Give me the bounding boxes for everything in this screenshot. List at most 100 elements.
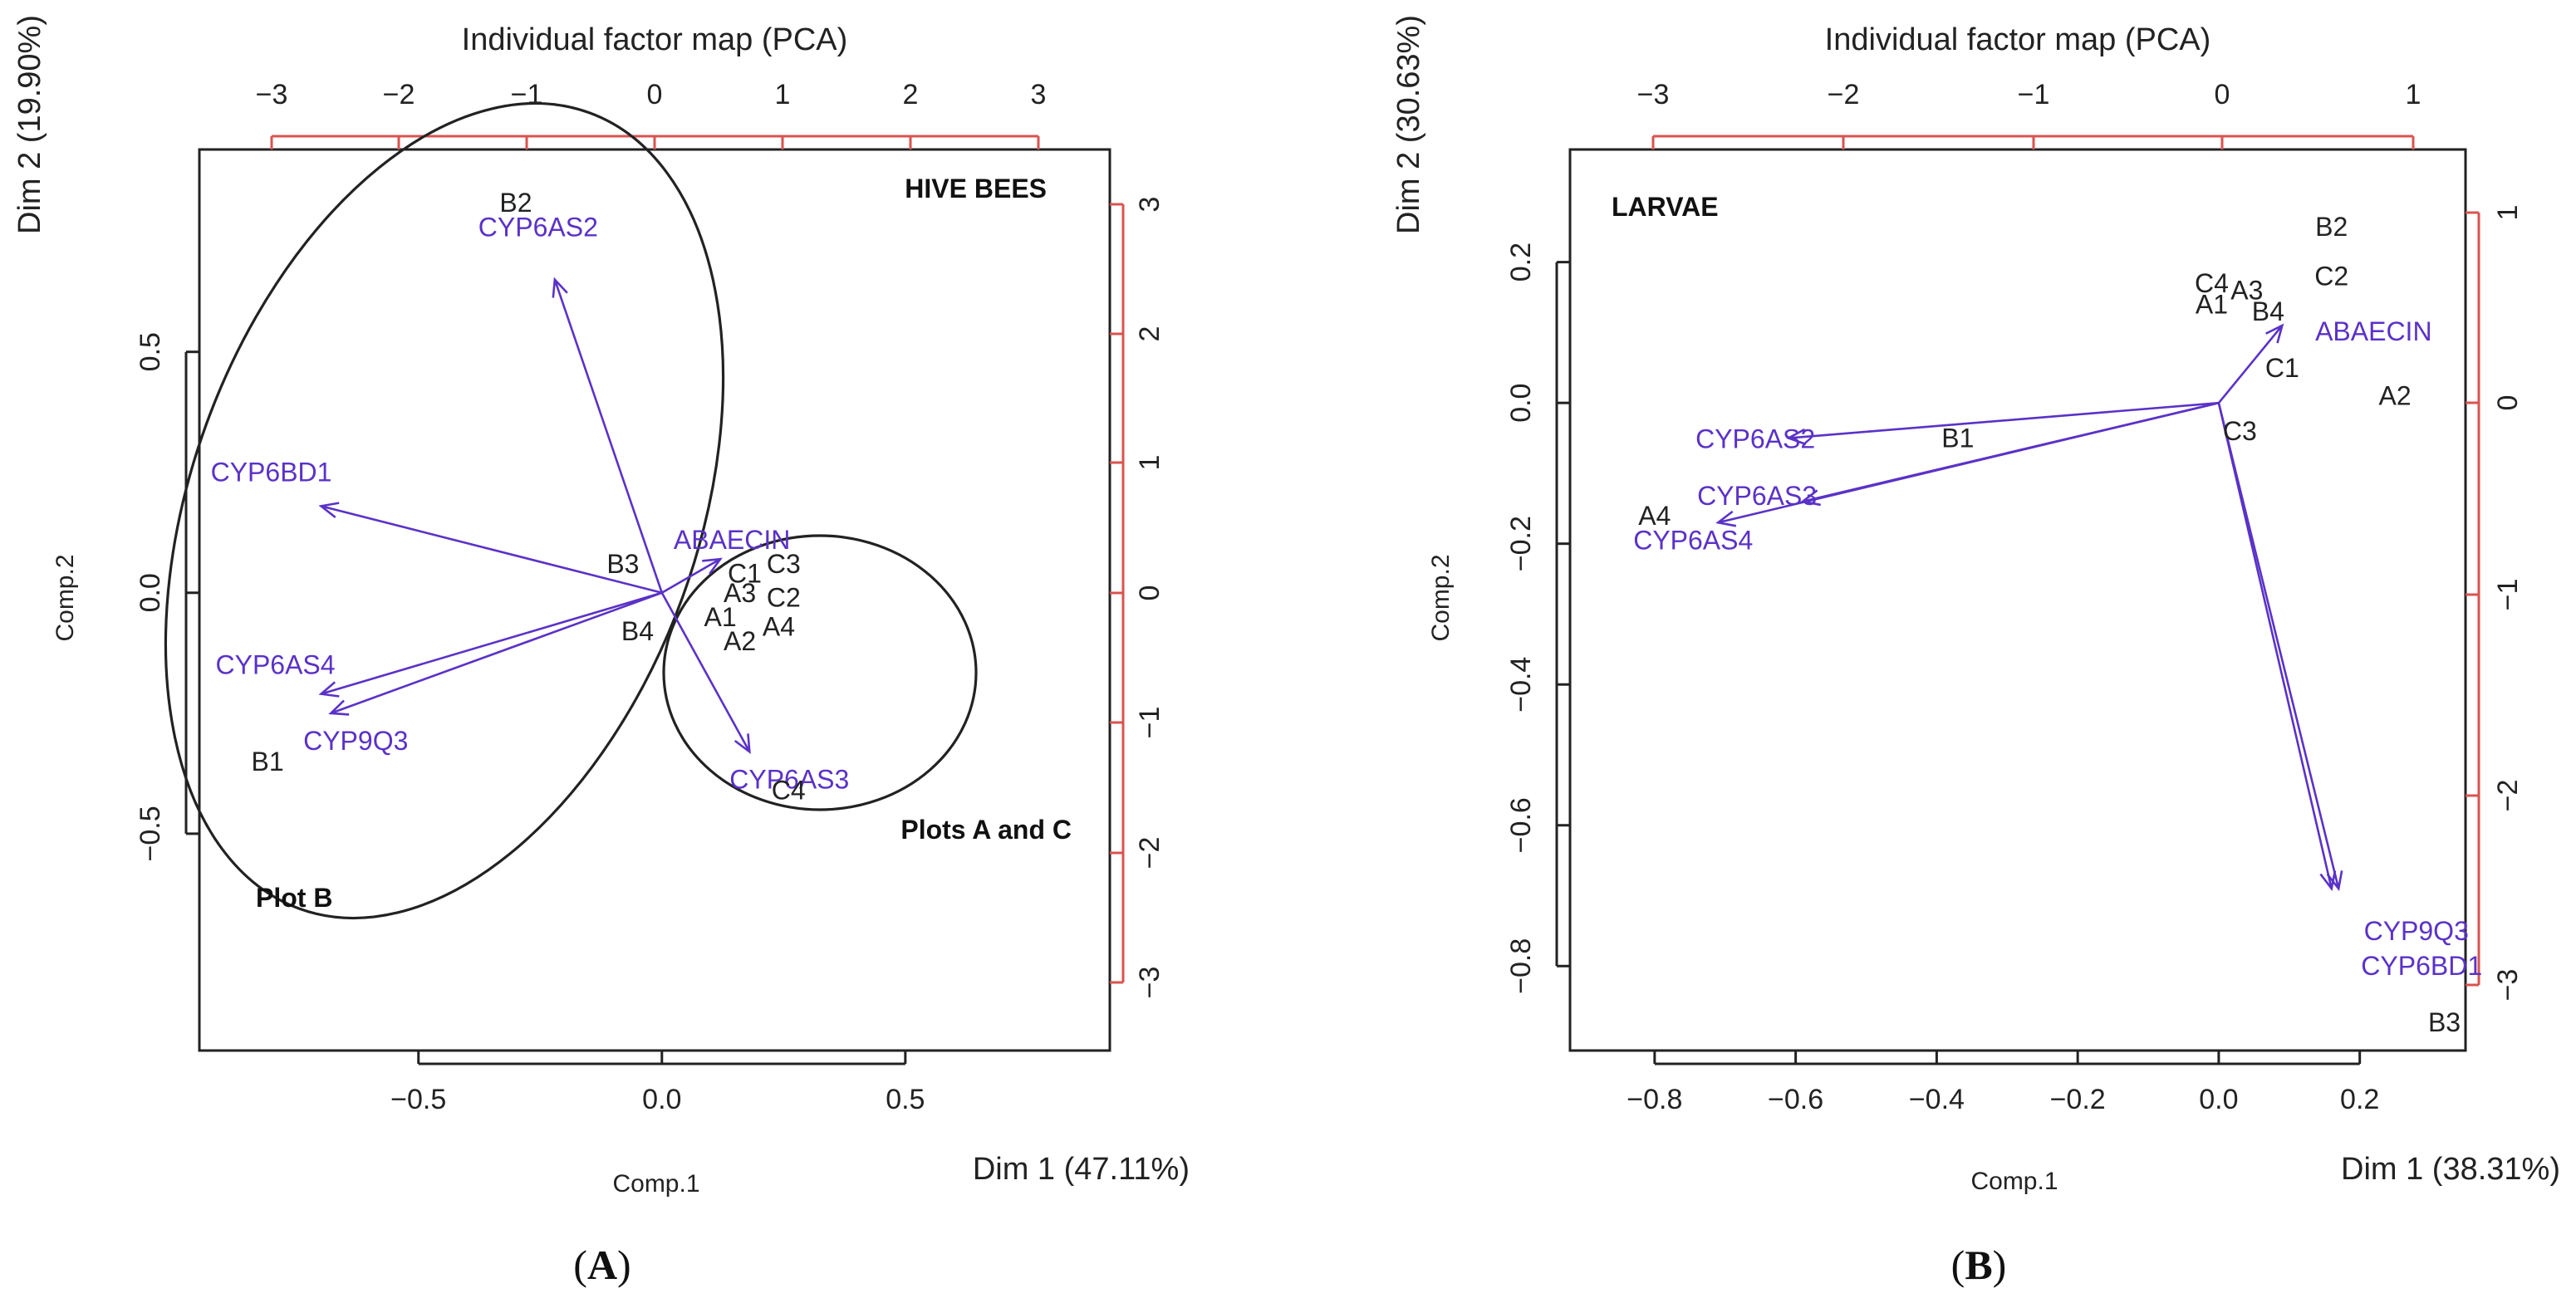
top-tick-label: −3 xyxy=(1637,79,1670,110)
x-tick-label: −0.6 xyxy=(1768,1084,1823,1115)
point-label-c4: C4 xyxy=(2195,268,2229,298)
right-tick-label: −3 xyxy=(1134,967,1165,999)
x-axis-label: Comp.1 xyxy=(612,1170,699,1198)
y-tick-label: −0.2 xyxy=(1505,516,1537,571)
right-tick-label: −1 xyxy=(2492,579,2524,611)
loading-arrow-cyp6as4 xyxy=(1715,401,2220,527)
top-tick-label: −2 xyxy=(1828,79,1860,110)
point-label-a2: A2 xyxy=(2379,381,2412,411)
point-label-b2: B2 xyxy=(2315,212,2348,242)
annotation: Plots A and C xyxy=(900,815,1072,845)
point-label-a2: A2 xyxy=(724,626,756,656)
x-dim-label: Dim 1 (38.31%) xyxy=(2341,1152,2560,1187)
panel-label: (A) xyxy=(573,1242,631,1288)
loading-label: ABAECIN xyxy=(2315,316,2431,346)
top-tick-label: 0 xyxy=(647,79,663,110)
loading-label: CYP6BD1 xyxy=(211,457,332,487)
group-ellipse-1 xyxy=(164,101,725,920)
right-tick-label: −2 xyxy=(2492,780,2524,812)
y-tick-label: −0.5 xyxy=(135,806,166,861)
x-tick-label: −0.5 xyxy=(390,1084,446,1115)
point-label-c1: C1 xyxy=(2265,353,2299,383)
loading-arrow-cyp6as2 xyxy=(1785,401,2220,446)
point-label-a1: A1 xyxy=(704,602,737,632)
y-tick-label: −0.8 xyxy=(1505,938,1537,994)
y-tick-label: 0.0 xyxy=(135,573,166,612)
plot-frame xyxy=(198,148,1111,1052)
point-label-b3: B3 xyxy=(606,549,639,579)
x-tick-label: −0.8 xyxy=(1627,1084,1682,1115)
point-label-b4: B4 xyxy=(621,616,654,646)
top-tick-label: 3 xyxy=(1031,79,1047,110)
loading-label: CYP6BD1 xyxy=(2361,951,2482,981)
loading-arrow-cyp6bd1 xyxy=(318,502,663,595)
panel-label: (B) xyxy=(1951,1242,2007,1288)
point-label-a3: A3 xyxy=(724,578,756,608)
loading-arrow-cyp9q3 xyxy=(328,591,663,716)
loading-label: CYP6AS2 xyxy=(478,213,598,242)
right-tick-label: −3 xyxy=(2492,969,2524,1002)
x-axis-label: Comp.1 xyxy=(1970,1168,2058,1195)
point-label-b1: B1 xyxy=(251,747,283,776)
right-tick-label: 0 xyxy=(1134,585,1165,601)
loading-label: CYP9Q3 xyxy=(2364,916,2469,946)
right-tick-label: 1 xyxy=(1134,455,1165,471)
y-dim-label: Dim 2 (30.63%) xyxy=(1391,15,1426,234)
group-ellipse-2 xyxy=(662,534,978,811)
point-label-a4: A4 xyxy=(1638,501,1671,531)
y-tick-label: 0.5 xyxy=(135,332,166,371)
point-label-a1: A1 xyxy=(2196,289,2228,319)
point-label-c2: C2 xyxy=(767,583,801,613)
annotation: Plot B xyxy=(256,883,332,913)
annotation: LARVAE xyxy=(1612,192,1719,222)
loading-arrow-abaecin xyxy=(661,557,723,594)
loading-arrow-abaecin xyxy=(2217,323,2284,404)
x-tick-label: 0.0 xyxy=(2199,1084,2238,1115)
loading-arrow-cyp6as3 xyxy=(660,592,751,755)
right-tick-label: 1 xyxy=(2492,205,2524,221)
loading-arrow-cyp6as4 xyxy=(318,591,663,698)
y-axis-label: Comp.2 xyxy=(52,554,79,641)
chart-title: Individual factor map (PCA) xyxy=(462,22,848,57)
point-label-b1: B1 xyxy=(1941,424,1974,453)
loading-label: ABAECIN xyxy=(674,525,790,555)
right-tick-label: 0 xyxy=(2492,395,2524,411)
x-dim-label: Dim 1 (47.11%) xyxy=(973,1152,1190,1187)
right-tick-label: −1 xyxy=(1134,707,1165,739)
y-tick-label: −0.6 xyxy=(1505,797,1537,853)
top-tick-label: 0 xyxy=(2215,79,2230,110)
point-label-b4: B4 xyxy=(2252,296,2284,326)
y-tick-label: 0.2 xyxy=(1505,242,1537,282)
y-dim-label: Dim 2 (19.90%) xyxy=(12,15,47,234)
loading-label: CYP6AS2 xyxy=(1695,424,1815,454)
loading-arrow-cyp6as2 xyxy=(552,277,664,594)
loading-label: CYP6AS4 xyxy=(1633,525,1753,555)
loading-label: CYP6AS3 xyxy=(1697,481,1817,511)
loading-label: CYP9Q3 xyxy=(303,726,408,756)
loading-label: CYP6AS3 xyxy=(729,764,849,794)
point-label-c3: C3 xyxy=(767,549,801,579)
point-label-c3: C3 xyxy=(2223,416,2257,446)
chart-title: Individual factor map (PCA) xyxy=(1825,22,2211,57)
loading-arrow-cyp9q3 xyxy=(2217,402,2337,892)
top-tick-label: −1 xyxy=(2018,79,2050,110)
x-tick-label: 0.2 xyxy=(2340,1084,2379,1115)
point-label-b2: B2 xyxy=(499,188,532,218)
top-tick-label: 2 xyxy=(903,79,919,110)
point-label-c1: C1 xyxy=(728,559,762,589)
plot-frame xyxy=(1568,148,2467,1052)
annotation: HIVE BEES xyxy=(905,174,1047,203)
loading-label: CYP6AS4 xyxy=(215,650,335,680)
top-tick-label: 1 xyxy=(2406,79,2421,110)
top-tick-label: −3 xyxy=(256,79,288,110)
point-label-c4: C4 xyxy=(772,776,806,806)
point-label-a4: A4 xyxy=(763,611,795,641)
y-axis-label: Comp.2 xyxy=(1427,554,1455,641)
top-tick-label: 1 xyxy=(775,79,791,110)
point-label-c2: C2 xyxy=(2314,262,2348,291)
top-tick-label: −2 xyxy=(383,79,415,110)
right-tick-label: 2 xyxy=(1134,326,1165,342)
panel-a: Individual factor map (PCA) −0.5 0.0 0.5 −0.… xyxy=(12,15,1190,1288)
point-label-a3: A3 xyxy=(2230,276,2263,306)
